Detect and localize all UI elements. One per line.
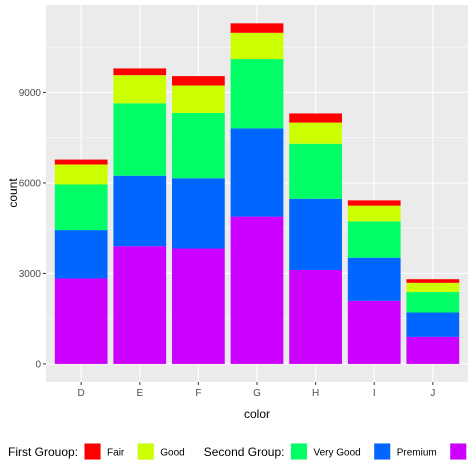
x-tick-label: I xyxy=(373,388,376,399)
x-tick-label: F xyxy=(195,388,201,399)
legend-label: Premium xyxy=(397,448,437,459)
bar-segment xyxy=(406,279,459,283)
bar-segment xyxy=(289,113,342,122)
legend-title: Second Group: xyxy=(204,445,285,459)
bar-segment xyxy=(231,128,284,216)
y-axis-title: count xyxy=(6,178,20,208)
y-axis: 0 3000 6000 9000 xyxy=(19,88,46,370)
legend-title: First Grouop: xyxy=(8,445,78,459)
legend-swatch xyxy=(138,444,154,460)
bar-segment xyxy=(113,246,166,364)
bar-segment xyxy=(55,164,108,184)
bar-segment xyxy=(289,144,342,199)
legend-swatch xyxy=(291,444,307,460)
bar-segment xyxy=(231,217,284,364)
legend-label: Fair xyxy=(107,448,125,459)
bar-segment xyxy=(113,68,166,75)
bar-segment xyxy=(172,86,225,113)
bar-segment xyxy=(406,283,459,292)
bar-segment xyxy=(231,59,284,128)
bar-segment xyxy=(113,176,166,246)
bar-segment xyxy=(55,160,108,165)
y-tick-label: 6000 xyxy=(19,178,42,189)
bar-segment xyxy=(406,313,459,337)
x-axis-title: color xyxy=(244,407,270,421)
bar-segment xyxy=(231,23,284,32)
legend-swatch xyxy=(85,444,101,460)
bar-segment xyxy=(406,337,459,364)
bar-segment xyxy=(231,33,284,59)
legend: First Grouop: Fair Good Second Group: Very G… xyxy=(8,443,467,460)
bar-segment xyxy=(55,278,108,363)
bar-segment xyxy=(348,206,401,222)
bar-segment xyxy=(348,258,401,301)
x-axis: D E F G H I J xyxy=(78,382,436,399)
y-tick-label: 9000 xyxy=(19,88,42,99)
legend-swatch xyxy=(374,444,390,460)
bar-segment xyxy=(348,200,401,205)
bar-segment xyxy=(172,249,225,364)
x-tick-label: H xyxy=(312,388,319,399)
bar-segment xyxy=(55,230,108,278)
bar-segment xyxy=(55,184,108,230)
bar-segment xyxy=(113,103,166,175)
legend-label: Very Good xyxy=(313,448,360,459)
bar-segment xyxy=(172,76,225,85)
x-tick-label: G xyxy=(253,388,261,399)
legend-label: Good xyxy=(160,448,184,459)
bar-segment xyxy=(289,199,342,270)
x-tick-label: E xyxy=(136,388,143,399)
x-tick-label: D xyxy=(78,388,85,399)
x-tick-label: J xyxy=(430,388,435,399)
y-tick-label: 3000 xyxy=(19,269,42,280)
bar-segment xyxy=(113,75,166,103)
bar-segment xyxy=(348,301,401,364)
legend-swatch xyxy=(450,444,466,460)
bar-segment xyxy=(406,292,459,312)
bar-segment xyxy=(348,221,401,257)
bar-segment xyxy=(172,178,225,248)
bar-segment xyxy=(289,123,342,144)
bar-segment xyxy=(172,113,225,178)
y-tick-label: 0 xyxy=(35,359,41,370)
bar-segment xyxy=(289,270,342,364)
